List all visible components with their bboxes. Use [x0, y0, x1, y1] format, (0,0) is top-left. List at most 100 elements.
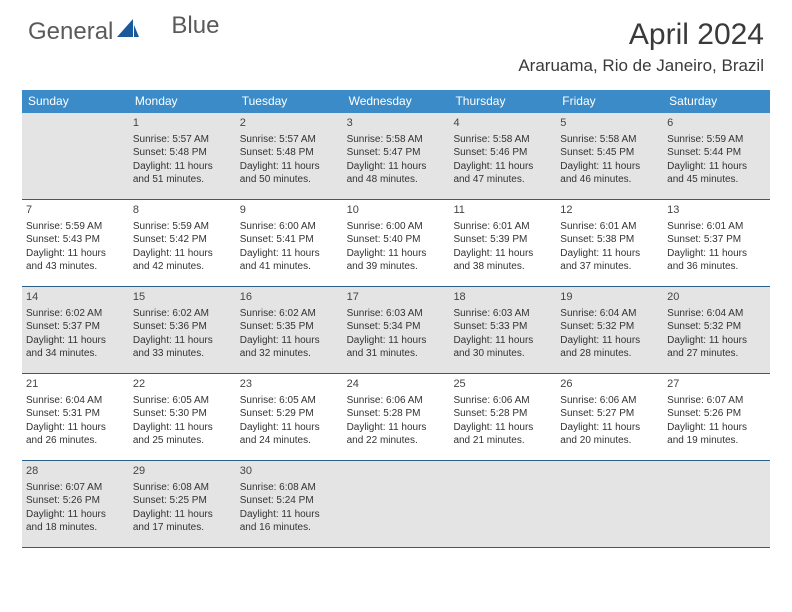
day-detail-line: and 27 minutes. [667, 347, 766, 361]
day-cell: 11Sunrise: 6:01 AMSunset: 5:39 PMDayligh… [449, 200, 556, 286]
day-number: 8 [133, 203, 232, 218]
day-detail-line: Sunset: 5:44 PM [667, 146, 766, 160]
day-detail-line: and 21 minutes. [453, 434, 552, 448]
day-detail-line: Sunrise: 6:05 AM [240, 394, 339, 408]
day-cell: 15Sunrise: 6:02 AMSunset: 5:36 PMDayligh… [129, 287, 236, 373]
day-detail-line: Sunrise: 6:08 AM [240, 481, 339, 495]
week-row: 1Sunrise: 5:57 AMSunset: 5:48 PMDaylight… [22, 113, 770, 200]
day-detail-line: and 43 minutes. [26, 260, 125, 274]
day-detail-line: Daylight: 11 hours [453, 334, 552, 348]
day-detail-line: Sunrise: 6:03 AM [453, 307, 552, 321]
day-number: 19 [560, 290, 659, 305]
day-detail-line: Sunset: 5:45 PM [560, 146, 659, 160]
day-detail-line: Sunrise: 6:01 AM [453, 220, 552, 234]
day-detail-line: Sunset: 5:24 PM [240, 494, 339, 508]
day-cell: 18 Sunrise: 6:03 AMSunset: 5:33 PMDayligh… [449, 287, 556, 373]
day-detail-line: Sunrise: 5:57 AM [240, 133, 339, 147]
day-cell: 27 Sunrise: 6:07 AMSunset: 5:26 PMDayligh… [663, 374, 770, 460]
day-detail-line: Sunrise: 5:58 AM [347, 133, 446, 147]
day-detail-line: and 28 minutes. [560, 347, 659, 361]
day-number: 24 [347, 377, 446, 392]
day-detail-line: and 46 minutes. [560, 173, 659, 187]
day-number: 21 [26, 377, 125, 392]
day-number: 5 [560, 116, 659, 131]
day-cell [556, 461, 663, 547]
day-detail-line: Daylight: 11 hours [240, 160, 339, 174]
day-cell: 30Sunrise: 6:08 AMSunset: 5:24 PMDayligh… [236, 461, 343, 547]
day-header-cell: Tuesday [236, 90, 343, 113]
day-number: 23 [240, 377, 339, 392]
week-row: 28Sunrise: 6:07 AMSunset: 5:26 PMDayligh… [22, 461, 770, 548]
day-detail-line: and 24 minutes. [240, 434, 339, 448]
day-detail-line: Daylight: 11 hours [347, 247, 446, 261]
day-number: 2 [240, 116, 339, 131]
day-detail-line: Sunrise: 6:02 AM [26, 307, 125, 321]
day-detail-line: Daylight: 11 hours [26, 508, 125, 522]
day-detail-line: Sunrise: 5:57 AM [133, 133, 232, 147]
day-cell: 10Sunrise: 6:00 AMSunset: 5:40 PMDayligh… [343, 200, 450, 286]
day-detail-line: Sunrise: 6:07 AM [26, 481, 125, 495]
day-detail-line: and 36 minutes. [667, 260, 766, 274]
day-header-row: SundayMondayTuesdayWednesdayThursdayFrid… [22, 90, 770, 113]
day-detail-line: Daylight: 11 hours [133, 334, 232, 348]
day-detail-line: and 48 minutes. [347, 173, 446, 187]
day-detail-line: and 38 minutes. [453, 260, 552, 274]
day-detail-line: Sunset: 5:26 PM [667, 407, 766, 421]
day-detail-line: and 39 minutes. [347, 260, 446, 274]
day-detail-line: Sunrise: 5:59 AM [667, 133, 766, 147]
day-cell: 4Sunrise: 5:58 AMSunset: 5:46 PMDaylight… [449, 113, 556, 199]
day-cell [449, 461, 556, 547]
day-detail-line: Sunset: 5:27 PM [560, 407, 659, 421]
day-detail-line: Daylight: 11 hours [240, 334, 339, 348]
day-detail-line: Sunset: 5:28 PM [453, 407, 552, 421]
day-detail-line: Sunset: 5:28 PM [347, 407, 446, 421]
day-detail-line: Sunrise: 6:01 AM [667, 220, 766, 234]
day-detail-line: Sunrise: 6:02 AM [240, 307, 339, 321]
day-detail-line: Sunrise: 6:01 AM [560, 220, 659, 234]
day-detail-line: Sunrise: 6:06 AM [560, 394, 659, 408]
day-detail-line: Sunset: 5:33 PM [453, 320, 552, 334]
day-detail-line: Sunset: 5:30 PM [133, 407, 232, 421]
day-cell: 7Sunrise: 5:59 AMSunset: 5:43 PMDaylight… [22, 200, 129, 286]
day-cell: 6Sunrise: 5:59 AMSunset: 5:44 PMDaylight… [663, 113, 770, 199]
day-cell: 26Sunrise: 6:06 AMSunset: 5:27 PMDayligh… [556, 374, 663, 460]
day-number: 17 [347, 290, 446, 305]
day-number: 10 [347, 203, 446, 218]
day-header-cell: Saturday [663, 90, 770, 113]
day-detail-line: Sunset: 5:48 PM [240, 146, 339, 160]
day-detail-line: Daylight: 11 hours [560, 160, 659, 174]
day-cell: 3Sunrise: 5:58 AMSunset: 5:47 PMDaylight… [343, 113, 450, 199]
day-cell: 23Sunrise: 6:05 AMSunset: 5:29 PMDayligh… [236, 374, 343, 460]
day-detail-line: Daylight: 11 hours [667, 421, 766, 435]
day-header-cell: Friday [556, 90, 663, 113]
title-block: April 2024 Araruama, Rio de Janeiro, Bra… [518, 18, 764, 76]
day-detail-line: Sunrise: 6:07 AM [667, 394, 766, 408]
day-detail-line: and 47 minutes. [453, 173, 552, 187]
day-cell: 9Sunrise: 6:00 AMSunset: 5:41 PMDaylight… [236, 200, 343, 286]
day-number: 12 [560, 203, 659, 218]
day-number: 9 [240, 203, 339, 218]
day-detail-line: Daylight: 11 hours [560, 334, 659, 348]
day-number: 7 [26, 203, 125, 218]
day-detail-line: and 32 minutes. [240, 347, 339, 361]
sail-icon [117, 18, 139, 46]
brand-part1: General [28, 18, 113, 46]
day-cell [663, 461, 770, 547]
day-number: 27 [667, 377, 766, 392]
day-cell: 28Sunrise: 6:07 AMSunset: 5:26 PMDayligh… [22, 461, 129, 547]
brand-part2: Blue [171, 12, 219, 40]
day-detail-line: Sunset: 5:38 PM [560, 233, 659, 247]
day-cell: 25Sunrise: 6:06 AMSunset: 5:28 PMDayligh… [449, 374, 556, 460]
day-number: 18 [453, 290, 552, 305]
day-detail-line: Daylight: 11 hours [453, 421, 552, 435]
day-detail-line: Daylight: 11 hours [667, 334, 766, 348]
day-detail-line: Sunset: 5:25 PM [133, 494, 232, 508]
day-detail-line: Sunrise: 5:59 AM [133, 220, 232, 234]
day-detail-line: Sunset: 5:26 PM [26, 494, 125, 508]
day-number: 29 [133, 464, 232, 479]
day-cell: 22Sunrise: 6:05 AMSunset: 5:30 PMDayligh… [129, 374, 236, 460]
day-detail-line: Sunset: 5:29 PM [240, 407, 339, 421]
day-detail-line: Sunrise: 5:58 AM [453, 133, 552, 147]
day-detail-line: Sunset: 5:40 PM [347, 233, 446, 247]
day-detail-line: Sunset: 5:34 PM [347, 320, 446, 334]
